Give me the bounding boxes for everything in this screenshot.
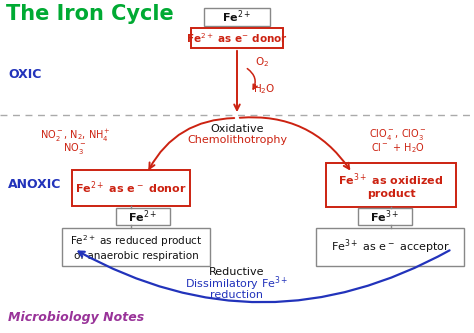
FancyBboxPatch shape — [72, 170, 190, 206]
Text: Dissimilatory Fe$^{3+}$: Dissimilatory Fe$^{3+}$ — [185, 275, 289, 293]
Text: Fe$^{3+}$: Fe$^{3+}$ — [370, 208, 400, 225]
Text: Fe$^{2+}$ as e$^{-}$ donor: Fe$^{2+}$ as e$^{-}$ donor — [186, 31, 288, 45]
Text: Fe$^{3+}$ as e$^-$ acceptor: Fe$^{3+}$ as e$^-$ acceptor — [330, 238, 449, 256]
Text: O$_2$: O$_2$ — [255, 55, 269, 69]
Text: ClO$_4^-$, ClO$_3^-$: ClO$_4^-$, ClO$_3^-$ — [369, 127, 427, 142]
Text: Fe$^{2+}$: Fe$^{2+}$ — [128, 208, 158, 225]
Text: The Iron Cycle: The Iron Cycle — [6, 4, 174, 24]
Text: reduction: reduction — [210, 290, 264, 300]
Text: Reductive: Reductive — [209, 267, 265, 277]
FancyBboxPatch shape — [116, 208, 170, 225]
Text: NO$_2^-$, N$_2$, NH$_4^+$: NO$_2^-$, N$_2$, NH$_4^+$ — [40, 128, 110, 144]
FancyBboxPatch shape — [316, 228, 464, 266]
Text: H$_2$O: H$_2$O — [253, 82, 275, 96]
FancyBboxPatch shape — [326, 163, 456, 207]
FancyBboxPatch shape — [62, 228, 210, 266]
FancyBboxPatch shape — [191, 28, 283, 48]
FancyBboxPatch shape — [204, 8, 270, 26]
FancyBboxPatch shape — [358, 208, 412, 225]
Text: Chemolithotrophy: Chemolithotrophy — [187, 135, 287, 145]
Text: Fe$^{2+}$: Fe$^{2+}$ — [222, 9, 252, 25]
Text: Fe$^{3+}$ as oxidized
product: Fe$^{3+}$ as oxidized product — [338, 171, 444, 199]
Text: Fe$^{2+}$ as reduced product
of anaerobic respiration: Fe$^{2+}$ as reduced product of anaerobi… — [70, 233, 202, 261]
Text: NO$_3^-$: NO$_3^-$ — [64, 142, 87, 157]
Text: OXIC: OXIC — [8, 68, 41, 81]
Text: Oxidative: Oxidative — [210, 124, 264, 134]
Text: Microbiology Notes: Microbiology Notes — [8, 311, 144, 324]
Text: Cl$^-$ + H$_2$O: Cl$^-$ + H$_2$O — [371, 141, 425, 155]
Text: ANOXIC: ANOXIC — [8, 178, 61, 191]
Text: Fe$^{2+}$ as e$^-$ donor: Fe$^{2+}$ as e$^-$ donor — [75, 180, 187, 196]
